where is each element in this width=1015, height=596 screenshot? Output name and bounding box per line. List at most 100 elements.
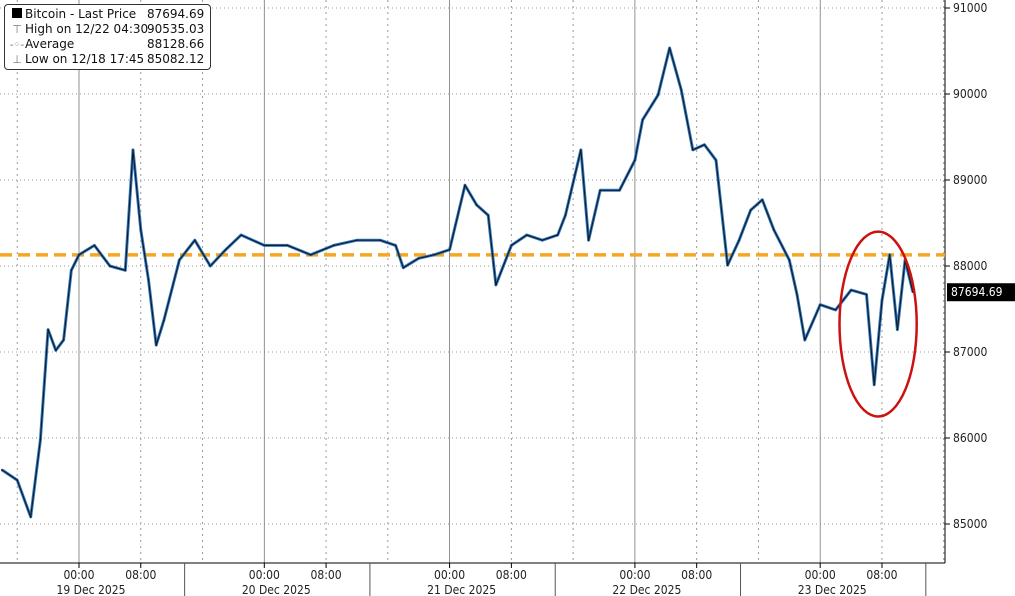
x-tick-label: 00:00 [434, 568, 465, 582]
price-point [788, 259, 791, 261]
price-series [0, 46, 915, 519]
price-point [147, 278, 150, 281]
price-point [495, 284, 497, 286]
price-point [402, 266, 405, 269]
price-point [564, 214, 567, 217]
last-price-label: 87694.69 [947, 283, 1015, 302]
legend-item-average: -◦- Average 88128.66 [9, 37, 204, 52]
price-point [487, 214, 490, 217]
x-tick-label: 08:00 [125, 568, 156, 582]
price-point [309, 254, 312, 256]
legend-label: High on 12/22 04:30 [25, 22, 149, 36]
price-point [78, 254, 80, 256]
price-point [240, 234, 242, 236]
price-point [703, 143, 706, 146]
price-point [761, 198, 764, 201]
x-date-label: 22 Dec 2025 [612, 583, 681, 596]
price-point [194, 239, 196, 241]
price-point [715, 159, 717, 162]
price-point [448, 248, 451, 251]
legend-value: 85082.12 [147, 52, 205, 66]
y-tick-label: 91000 [953, 1, 987, 15]
price-point [394, 244, 397, 247]
grid [0, 0, 946, 564]
price-point [881, 299, 883, 302]
x-date-label: 20 Dec 2025 [242, 583, 311, 596]
price-point [796, 293, 798, 296]
price-point [526, 234, 528, 236]
price-point [599, 189, 601, 192]
x-tick-label: 08:00 [496, 568, 527, 582]
price-point [896, 328, 899, 331]
price-point [417, 257, 420, 260]
price-point [773, 229, 775, 231]
x-tick-label: 08:00 [866, 568, 897, 582]
legend-value: 87694.69 [147, 7, 205, 21]
x-tick-label: 00:00 [619, 568, 650, 582]
price-point [680, 88, 683, 91]
price-point [865, 293, 868, 296]
price-point [641, 119, 644, 121]
price-point [70, 269, 73, 272]
x-tick-label: 08:00 [311, 568, 342, 582]
y-tick-label: 85000 [953, 517, 987, 531]
price-line [1, 47, 914, 518]
price-point [263, 244, 266, 247]
legend-label: Low on 12/18 17:45 [25, 52, 145, 66]
price-point [668, 47, 671, 49]
price-point [93, 244, 96, 247]
price-line-highlight [0, 46, 915, 519]
last-price-box [947, 283, 1015, 302]
x-tick-label: 00:00 [63, 568, 94, 582]
price-point [155, 344, 158, 346]
legend-item-low: ⊥ Low on 12/18 17:45 85082.12 [9, 52, 204, 67]
x-date-label: 19 Dec 2025 [57, 583, 126, 596]
y-tick-label: 89000 [953, 173, 987, 187]
low-marker-icon: ⊥ [12, 53, 22, 66]
price-point [873, 383, 876, 386]
price-point [139, 229, 142, 231]
price-point [556, 234, 559, 236]
legend-label: Average [25, 37, 75, 51]
price-point [356, 239, 358, 241]
x-date-label: 23 Dec 2025 [798, 583, 867, 596]
price-point [332, 244, 335, 247]
price-point [163, 319, 165, 321]
legend: Bitcoin - Last Price 87694.69 ⊤ High on … [4, 4, 212, 70]
average-marker-icon: -◦- [9, 38, 25, 51]
y-tick-label: 86000 [953, 431, 987, 445]
price-point [286, 244, 289, 247]
price-point [464, 184, 466, 186]
y-tick-label: 87000 [953, 345, 987, 359]
price-point [657, 94, 659, 96]
price-point [433, 254, 435, 256]
price-point [587, 239, 590, 241]
price-point [749, 209, 752, 211]
price-point [55, 349, 57, 352]
legend-value: 88128.66 [147, 37, 205, 51]
price-point [379, 239, 381, 241]
price-point [541, 239, 544, 241]
x-tick-label: 08:00 [681, 568, 712, 582]
annotation-ellipse [838, 230, 918, 418]
price-point [580, 149, 582, 151]
price-point [132, 149, 134, 151]
price-point [834, 309, 837, 311]
y-tick-label: 88000 [953, 259, 987, 273]
x-date-label: 21 Dec 2025 [427, 583, 496, 596]
high-marker-icon: ⊤ [12, 23, 22, 36]
red-circle-annotation [838, 230, 918, 418]
last-price-text: 87694.69 [951, 285, 1003, 299]
price-point [29, 516, 32, 518]
price-point [692, 149, 694, 151]
x-tick-label: 00:00 [805, 568, 836, 582]
price-point [726, 264, 729, 266]
price-point [109, 265, 111, 267]
price-point [618, 189, 621, 192]
legend-label: Bitcoin - Last Price [25, 7, 137, 21]
price-point [475, 204, 478, 206]
price-point [819, 303, 821, 306]
y-axis: 85000 86000 87000 88000 89000 90000 91000 [945, 1, 987, 531]
